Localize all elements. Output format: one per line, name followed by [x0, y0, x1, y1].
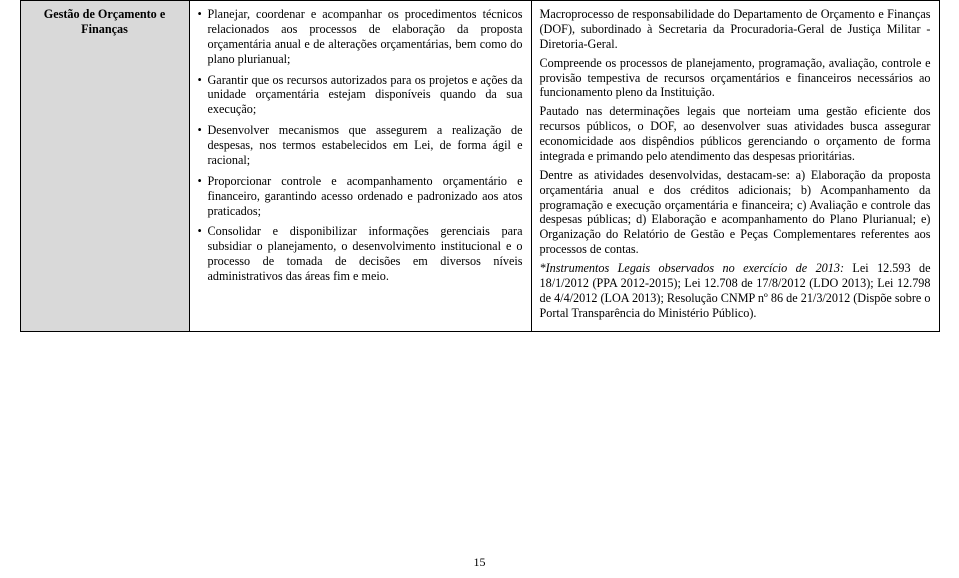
- bullet-list: Planejar, coordenar e acompanhar os proc…: [198, 7, 523, 284]
- page-number: 15: [0, 555, 959, 570]
- document-page: Gestão de Orçamento e Finanças Planejar,…: [0, 0, 959, 578]
- row-header-cell: Gestão de Orçamento e Finanças: [20, 1, 189, 332]
- list-item: Desenvolver mecanismos que assegurem a r…: [198, 123, 523, 168]
- bullet-cell: Planejar, coordenar e acompanhar os proc…: [189, 1, 531, 332]
- paragraph: Compreende os processos de planejamento,…: [540, 56, 931, 101]
- list-item: Proporcionar controle e acompanhamento o…: [198, 174, 523, 219]
- description-cell: Macroprocesso de responsabilidade do Dep…: [531, 1, 939, 332]
- paragraph: Dentre as atividades desenvolvidas, dest…: [540, 168, 931, 257]
- list-item: Consolidar e disponibilizar informações …: [198, 224, 523, 284]
- paragraph: Macroprocesso de responsabilidade do Dep…: [540, 7, 931, 52]
- table-row: Gestão de Orçamento e Finanças Planejar,…: [20, 1, 939, 332]
- row-header-text: Gestão de Orçamento e Finanças: [29, 7, 181, 37]
- list-item: Garantir que os recursos autorizados par…: [198, 73, 523, 118]
- list-item: Planejar, coordenar e acompanhar os proc…: [198, 7, 523, 67]
- content-table: Gestão de Orçamento e Finanças Planejar,…: [20, 0, 940, 332]
- italic-text: *Instrumentos Legais observados no exerc…: [540, 261, 845, 275]
- paragraph: Pautado nas determinações legais que nor…: [540, 104, 931, 164]
- paragraph: *Instrumentos Legais observados no exerc…: [540, 261, 931, 321]
